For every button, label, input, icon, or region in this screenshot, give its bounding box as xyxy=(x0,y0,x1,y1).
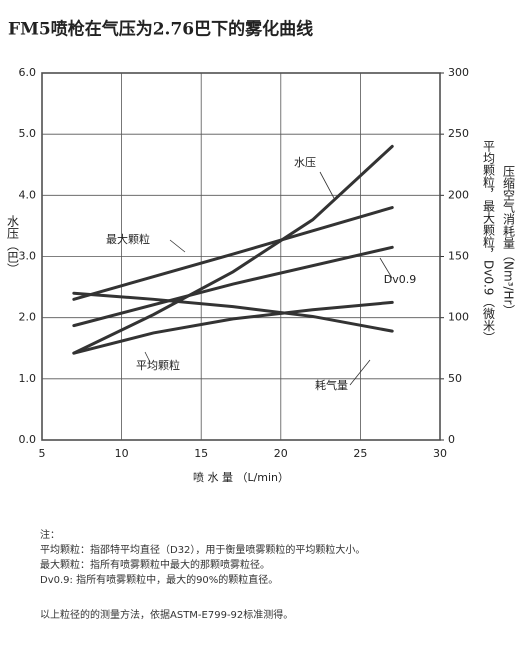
series-line xyxy=(72,300,394,355)
series-label: 耗气量 xyxy=(315,378,348,392)
y2-tick-label: 0 xyxy=(448,433,455,446)
y-tick-label: 1.0 xyxy=(19,372,37,385)
x-tick-label: 20 xyxy=(274,447,288,460)
leader-line xyxy=(169,239,186,253)
series-line xyxy=(72,206,394,301)
y-tick-label: 0.0 xyxy=(19,433,37,446)
note: 注： xyxy=(40,528,60,541)
x-tick-label: 25 xyxy=(353,447,367,460)
leader-line xyxy=(144,351,151,363)
note: 最大颗粒：指所有喷雾颗粒中最大的那颗喷雾粒径。 xyxy=(40,558,270,571)
y-tick-label: 2.0 xyxy=(19,311,37,324)
note: 平均颗粒：指邵特平均直径（D32），用于衡量喷雾颗粒的平均颗粒大小。 xyxy=(40,543,365,556)
x-axis-label: 喷 水 量 （L/min） xyxy=(193,471,289,484)
y2-axis-label: 压缩空气消耗量（Nm³/Hr） xyxy=(502,165,516,316)
y2-axis-label: 平均颗粒，最大颗粒，Dv0.9（微米） xyxy=(482,140,496,343)
series-label: 平均颗粒 xyxy=(136,358,180,372)
x-tick-label: 15 xyxy=(194,447,208,460)
leader-line xyxy=(319,171,336,201)
note: 以上粒径的的测量方法，依据ASTM-E799-92标准测得。 xyxy=(40,608,293,621)
x-tick-label: 10 xyxy=(115,447,129,460)
series-label: Dv0.9 xyxy=(384,273,416,286)
series-label: 最大颗粒 xyxy=(106,232,150,246)
series-line xyxy=(72,291,394,333)
y-tick-label: 3.0 xyxy=(19,250,37,263)
y2-tick-label: 100 xyxy=(448,311,469,324)
y2-tick-label: 50 xyxy=(448,372,462,385)
y2-tick-label: 150 xyxy=(448,250,469,263)
y2-tick-label: 300 xyxy=(448,66,469,79)
y-axis-label: 水压（巴） xyxy=(6,215,20,275)
y-tick-label: 6.0 xyxy=(19,66,37,79)
leader-line xyxy=(349,359,371,386)
series-line xyxy=(72,144,394,355)
series-line xyxy=(72,245,394,328)
x-tick-label: 5 xyxy=(39,447,46,460)
chart-title: FM5喷枪在气压为2.76巴下的雾化曲线 xyxy=(8,19,313,40)
y2-tick-label: 200 xyxy=(448,188,469,201)
x-tick-label: 30 xyxy=(433,447,447,460)
series-label: 水压 xyxy=(294,156,316,169)
y2-tick-label: 250 xyxy=(448,127,469,140)
y-tick-label: 5.0 xyxy=(19,127,37,140)
note: Dv0.9: 指所有喷雾颗粒中，最大的90%的颗粒直径。 xyxy=(40,573,278,586)
leader-line xyxy=(379,257,393,279)
y-tick-label: 4.0 xyxy=(19,188,37,201)
